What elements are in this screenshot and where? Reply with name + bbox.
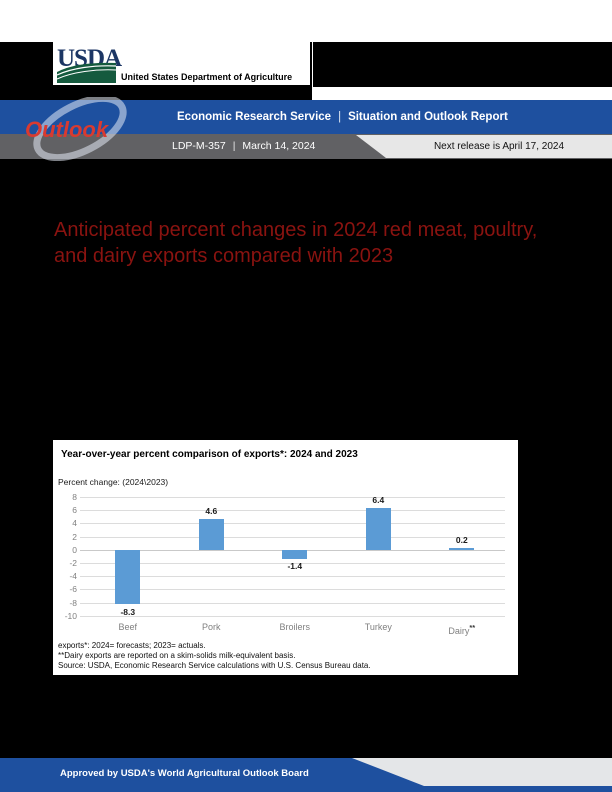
usda-logo-icon: USDA: [56, 45, 122, 83]
x-category-label: Broilers: [279, 622, 311, 632]
gridline: [80, 523, 505, 525]
gridline: [80, 510, 505, 512]
gridline: [80, 602, 505, 604]
y-tick-label: 0: [72, 544, 77, 555]
y-tick-label: 8: [72, 491, 77, 502]
header-black-right-block: [313, 42, 612, 87]
gridline: [80, 589, 505, 591]
report-date: March 14, 2024: [242, 140, 316, 152]
x-category-label: Pork: [202, 622, 221, 632]
report-id: LDP-M-357: [172, 140, 226, 152]
banner-title: Economic Research Service | Situation and …: [177, 100, 508, 134]
footnote-line: **Dairy exports are reported on a skim-s…: [58, 651, 296, 660]
bar-value-label: -1.4: [287, 561, 303, 572]
chart-panel: Year-over-year percent comparison of exp…: [53, 440, 518, 675]
y-tick-label: -10: [64, 610, 77, 621]
page-title: Anticipated percent changes in 2024 red …: [54, 217, 537, 269]
y-tick-label: -4: [69, 571, 77, 582]
gridline: [80, 562, 505, 564]
y-tick-label: 4: [72, 518, 77, 529]
outlook-logo: Outlook: [18, 94, 148, 162]
bar-value-label: 0.2: [455, 535, 468, 546]
pipe-separator: |: [338, 111, 342, 123]
report-type-label: Situation and Outlook Report: [348, 111, 508, 123]
gridline: [80, 615, 505, 617]
gridline: [80, 536, 505, 538]
ers-label: Economic Research Service: [177, 111, 332, 123]
y-tick-label: 2: [72, 531, 77, 542]
bar: [282, 549, 308, 559]
y-tick-label: -8: [69, 597, 77, 608]
bar-value-label: -8.3: [120, 606, 136, 617]
usda-logo-box: USDA United States Department of Agricul…: [53, 42, 310, 85]
bar: [198, 519, 224, 550]
bar: [365, 507, 391, 550]
y-tick-label: -2: [69, 557, 77, 568]
x-category-label: Turkey: [364, 622, 392, 632]
report-info: LDP-M-357 | March 14, 2024: [172, 134, 315, 159]
page-title-line1: Anticipated percent changes in 2024 red …: [54, 219, 538, 241]
footnote-line: Source: USDA, Economic Research Service …: [58, 661, 371, 670]
bar-value-label: 6.4: [372, 494, 385, 505]
gridline: [80, 576, 505, 578]
usda-tagline: United States Department of Agriculture: [121, 72, 293, 82]
bar: [115, 549, 141, 605]
chart-title: Year-over-year percent comparison of exp…: [61, 449, 358, 460]
next-release-box: Next release is April 17, 2024: [356, 135, 612, 158]
x-category-label: Beef: [118, 622, 138, 632]
approval-text: Approved by USDA's World Agricultural Ou…: [60, 768, 309, 779]
bar-value-label: 4.6: [205, 506, 218, 517]
y-tick-label: 6: [72, 505, 77, 516]
outlook-ring-icon: [33, 94, 127, 162]
usda-swoosh-icon: [57, 62, 116, 83]
pipe-separator: |: [232, 140, 236, 152]
chart-subtitle: Percent change: (2024\2023): [58, 477, 169, 487]
chart-footnotes: exports*: 2024= forecasts; 2023= actuals…: [58, 641, 371, 671]
gridline: [80, 496, 505, 498]
bar: [449, 548, 475, 550]
next-release-text: Next release is April 17, 2024: [433, 141, 565, 152]
page-title-line2: and dairy exports compared with 2023: [54, 245, 394, 267]
x-category-label: Dairy**: [448, 623, 476, 636]
footnote-line: exports*: 2024= forecasts; 2023= actuals…: [58, 641, 206, 650]
ers-banner: [0, 100, 612, 134]
y-tick-label: -6: [69, 584, 77, 595]
chart-plot: 8 6 4 2 0 -2 -4 -6 -8 -10 -8.3 Beef 4.6 Pork -1.4 Broil…: [53, 440, 518, 675]
outlook-text: Outlook: [25, 117, 110, 142]
